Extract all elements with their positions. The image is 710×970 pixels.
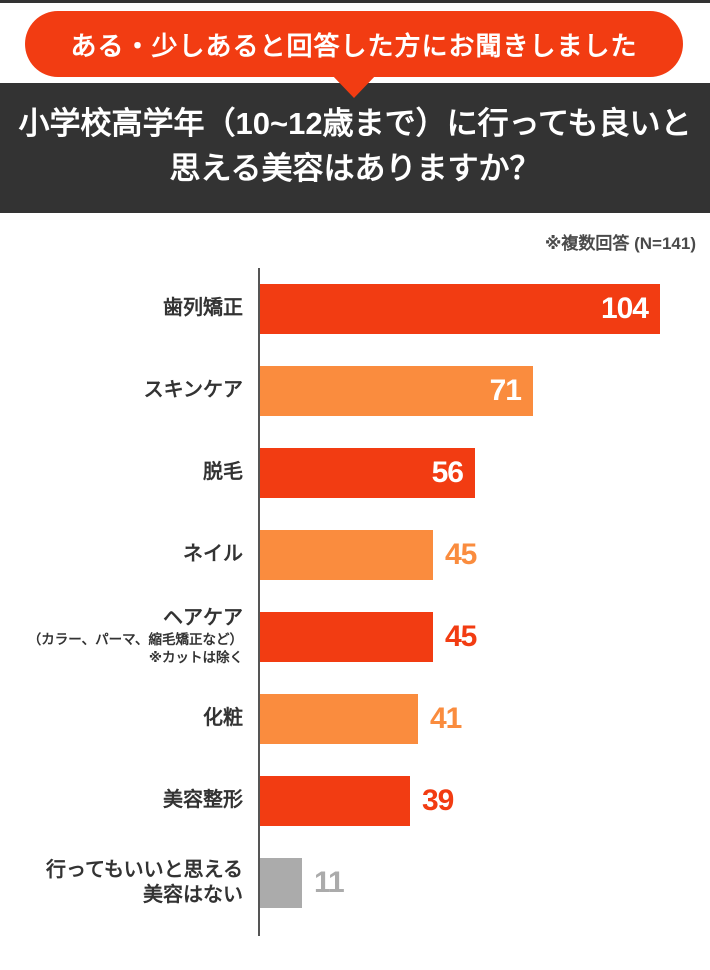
value-label: 71: [489, 373, 522, 407]
bar-area: 45: [258, 529, 710, 580]
category-label-line: 行ってもいいと思える: [46, 858, 243, 881]
category-label: スキンケア: [0, 378, 258, 403]
category-sublabel-line: ※カットは除く: [148, 650, 243, 666]
bar: [260, 529, 433, 580]
header-badge-label: ある・少しあると回答した方にお聞きしました: [70, 30, 638, 61]
bar-area: 56: [258, 447, 710, 498]
bar: [260, 611, 433, 662]
category-label: 脱毛: [0, 460, 258, 485]
bar: 104: [260, 283, 660, 334]
category-label-line: 美容はない: [143, 883, 243, 906]
bar-area: 11: [258, 857, 710, 908]
bar: [260, 693, 418, 744]
survey-note: ※複数回答 (N=141): [544, 233, 696, 253]
bar: 56: [260, 447, 475, 498]
bar-area: 41: [258, 693, 710, 744]
category-label: ヘアケア （カラー、パーマ、縮毛矯正など） ※カットは除く: [0, 606, 258, 667]
value-label: 104: [600, 291, 649, 325]
top-divider: [0, 0, 710, 3]
y-axis-line: [258, 267, 260, 936]
header-badge: ある・少しあると回答した方にお聞きしました: [25, 11, 683, 77]
chart-row: 脱毛 56: [0, 432, 710, 514]
category-label-line: ヘアケア: [163, 607, 243, 630]
value-label: 45: [445, 619, 477, 653]
category-label-line: 歯列矯正: [163, 297, 243, 320]
bar: [260, 775, 410, 826]
value-label: 11: [314, 865, 345, 899]
bar: 71: [260, 365, 533, 416]
chart-row: ヘアケア （カラー、パーマ、縮毛矯正など） ※カットは除く 45: [0, 596, 710, 678]
value-label: 39: [422, 783, 454, 817]
category-label-line: 美容整形: [163, 789, 243, 812]
category-label: 化粧: [0, 706, 258, 731]
header-badge-wrap: ある・少しあると回答した方にお聞きしました: [25, 11, 683, 98]
category-label-line: 脱毛: [203, 461, 243, 484]
category-label-line: スキンケア: [143, 379, 243, 402]
chart-row: 歯列矯正 104: [0, 268, 710, 350]
bar-area: 39: [258, 775, 710, 826]
chart-row: スキンケア 71: [0, 350, 710, 432]
question-title-line-1: 小学校高学年（10~12歳まで）に行っても良いと: [18, 106, 692, 141]
category-label: ネイル: [0, 542, 258, 567]
question-title-line-2: 思える美容はありますか？: [169, 150, 541, 186]
chart-row: 美容整形 39: [0, 760, 710, 842]
category-label: 行ってもいいと思える 美容はない: [0, 858, 258, 908]
category-label-line: 化粧: [203, 707, 243, 730]
bar-area: 45: [258, 611, 710, 662]
category-label: 歯列矯正: [0, 296, 258, 321]
bar-area: 71: [258, 365, 710, 416]
chart-rows: 歯列矯正 104 スキンケア 71 脱毛 56 ネイル 45 ヘアケア （カラー、パーマ、縮毛矯正…: [0, 268, 710, 924]
chart-row: ネイル 45: [0, 514, 710, 596]
value-label: 45: [445, 537, 477, 571]
bar-area: 104: [258, 283, 710, 334]
value-label: 41: [430, 701, 462, 735]
question-title-banner: 小学校高学年（10~12歳まで）に行っても良いと 思える美容はありますか？: [0, 83, 710, 213]
value-label: 56: [431, 455, 464, 489]
category-label-line: ネイル: [183, 543, 243, 566]
category-sublabel-line: （カラー、パーマ、縮毛矯正など）: [27, 632, 243, 648]
badge-pointer-triangle: [331, 74, 377, 98]
bar: [260, 857, 302, 908]
bar-chart: 歯列矯正 104 スキンケア 71 脱毛 56 ネイル 45 ヘアケア （カラー、パーマ、縮毛矯正…: [0, 267, 710, 936]
category-label: 美容整形: [0, 788, 258, 813]
chart-row: 化粧 41: [0, 678, 710, 760]
chart-row: 行ってもいいと思える 美容はない 11: [0, 842, 710, 924]
